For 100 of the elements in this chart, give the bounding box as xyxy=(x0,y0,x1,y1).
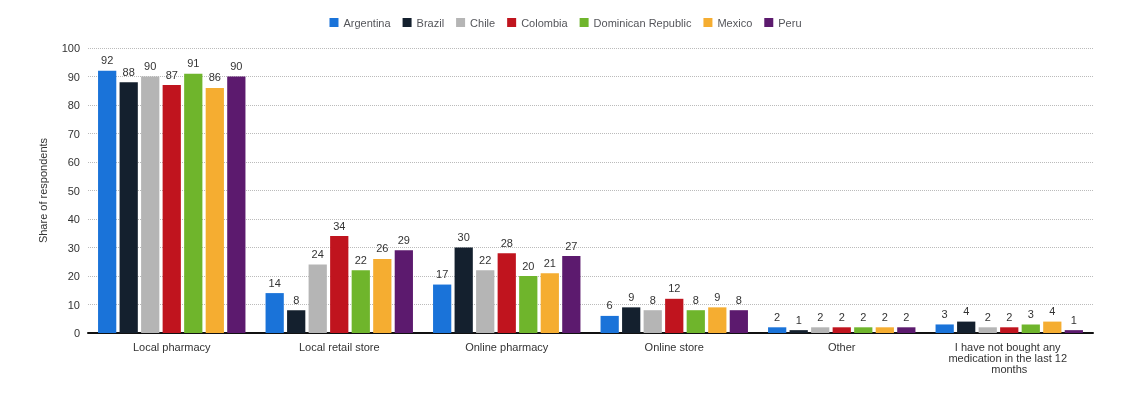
data-label: 1 xyxy=(795,313,802,326)
y-tick-label: 70 xyxy=(67,127,80,140)
bar xyxy=(1043,321,1062,333)
data-label: 92 xyxy=(101,54,114,67)
legend-label: Mexico xyxy=(717,16,753,29)
bar xyxy=(708,307,727,333)
bar xyxy=(540,273,559,333)
data-label: 12 xyxy=(668,282,681,295)
data-label: 34 xyxy=(333,219,346,232)
data-label: 3 xyxy=(941,307,948,320)
x-tick-label: Other xyxy=(827,340,856,353)
bar xyxy=(622,307,641,333)
data-label: 2 xyxy=(903,310,910,323)
data-label: 2 xyxy=(838,310,845,323)
bar xyxy=(454,247,473,333)
bar xyxy=(433,284,452,333)
bar xyxy=(854,327,873,333)
bar xyxy=(686,310,705,333)
bar xyxy=(600,315,619,333)
y-tick-label: 60 xyxy=(67,156,80,168)
y-tick-label: 80 xyxy=(67,99,80,111)
data-label: 2 xyxy=(881,310,888,323)
data-label: 8 xyxy=(735,293,742,306)
data-label: 88 xyxy=(122,65,135,78)
bar xyxy=(897,327,916,333)
bar xyxy=(562,256,581,333)
data-label: 9 xyxy=(714,290,721,303)
data-label: 87 xyxy=(165,68,178,81)
x-tick-label: Local pharmacy xyxy=(132,340,212,353)
y-tick-label: 50 xyxy=(67,184,80,197)
bar xyxy=(497,253,516,333)
data-label: 2 xyxy=(774,310,781,323)
y-tick-label: 40 xyxy=(67,213,80,225)
bar xyxy=(162,85,181,333)
bar xyxy=(935,324,954,333)
y-tick-label: 90 xyxy=(67,70,80,83)
data-label: 86 xyxy=(208,71,221,84)
bar xyxy=(184,73,203,333)
bar xyxy=(394,250,413,333)
data-label: 4 xyxy=(1049,305,1056,318)
bar xyxy=(1021,324,1040,333)
bar xyxy=(832,327,851,333)
data-label: 28 xyxy=(500,236,513,249)
bar xyxy=(98,70,117,333)
y-axis-title: Share of respondents xyxy=(36,137,49,244)
data-label: 27 xyxy=(565,239,578,252)
bar xyxy=(330,236,349,333)
data-label: 21 xyxy=(543,256,556,269)
data-label: 2 xyxy=(860,310,867,323)
data-label: 3 xyxy=(1027,307,1034,320)
data-label: 26 xyxy=(376,242,389,255)
bar xyxy=(665,298,684,333)
bar xyxy=(1000,327,1019,333)
data-label: 20 xyxy=(522,259,535,272)
bar xyxy=(978,327,997,333)
x-tick-label: Local retail store xyxy=(298,340,380,353)
bar xyxy=(373,258,392,333)
data-label: 14 xyxy=(268,276,281,289)
x-tick-label: Online pharmacy xyxy=(465,340,549,353)
bar xyxy=(227,76,246,333)
bar xyxy=(1064,330,1083,333)
data-label: 8 xyxy=(293,293,300,306)
bar xyxy=(265,293,284,333)
data-label: 24 xyxy=(311,248,324,261)
data-label: 8 xyxy=(649,293,656,306)
legend-label: Dominican Republic xyxy=(593,16,692,29)
data-label: 30 xyxy=(457,231,470,243)
data-label: 22 xyxy=(479,253,492,266)
legend-label: Peru xyxy=(778,16,802,29)
y-tick-label: 0 xyxy=(73,327,80,339)
legend-label: Argentina xyxy=(343,16,392,29)
data-label: 8 xyxy=(692,293,699,306)
data-label: 90 xyxy=(230,60,243,72)
bar xyxy=(789,330,808,333)
data-label: 2 xyxy=(817,310,824,323)
data-label: 90 xyxy=(144,60,157,72)
data-label: 17 xyxy=(436,268,449,281)
bar xyxy=(729,310,748,333)
x-tick-label: I have not bought any medication in the last 12 months xyxy=(948,340,1071,375)
bar xyxy=(957,321,976,333)
data-label: 22 xyxy=(354,253,367,266)
legend-label: Colombia xyxy=(521,16,569,29)
data-label: 29 xyxy=(397,233,410,246)
y-tick-label: 20 xyxy=(67,270,80,282)
data-label: 1 xyxy=(1070,313,1077,326)
data-label: 6 xyxy=(606,299,613,312)
y-tick-label: 30 xyxy=(67,241,80,254)
bar xyxy=(643,310,662,333)
bar xyxy=(205,87,224,333)
x-tick-label: Online store xyxy=(644,340,704,353)
data-label: 9 xyxy=(628,290,635,303)
bar xyxy=(119,82,138,333)
bar xyxy=(351,270,370,333)
bar xyxy=(875,327,894,333)
data-label: 2 xyxy=(1006,310,1013,323)
bar xyxy=(287,310,306,333)
legend-label: Brazil xyxy=(416,16,445,29)
bar xyxy=(811,327,830,333)
legend-label: Chile xyxy=(470,16,496,29)
data-label: 2 xyxy=(984,310,991,323)
